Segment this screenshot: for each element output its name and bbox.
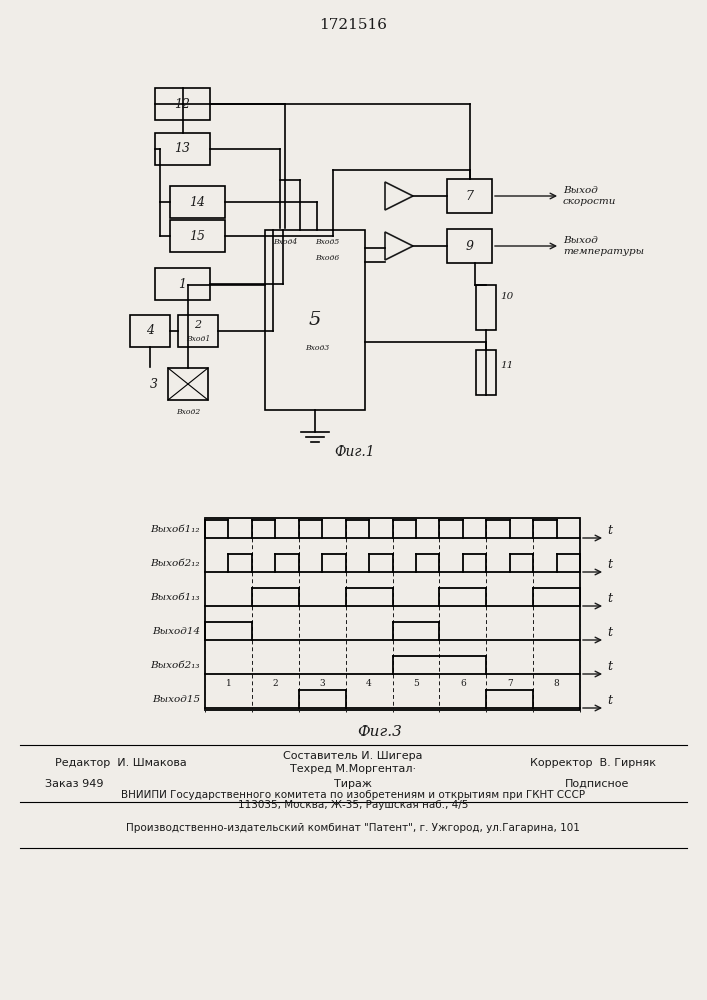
- Text: 4: 4: [366, 678, 372, 688]
- Text: Вход4: Вход4: [273, 238, 297, 246]
- Text: Вход2: Вход2: [176, 408, 200, 416]
- Bar: [170, 220, 225, 252]
- Bar: [155, 88, 210, 120]
- Text: t: t: [607, 626, 612, 640]
- Text: 3: 3: [320, 678, 325, 688]
- Text: Тираж: Тираж: [334, 779, 372, 789]
- Text: Вход3: Вход3: [305, 344, 329, 352]
- Text: Выход14: Выход14: [152, 626, 200, 636]
- Text: 2: 2: [194, 320, 201, 330]
- Text: Фиг.3: Фиг.3: [358, 725, 402, 739]
- Bar: [447, 229, 492, 263]
- Text: 15: 15: [189, 230, 206, 242]
- Text: 5: 5: [309, 311, 321, 329]
- Text: Фиг.1: Фиг.1: [334, 445, 375, 459]
- Bar: [447, 179, 492, 213]
- Text: Выход
скорости: Выход скорости: [563, 186, 617, 206]
- Text: 113035, Москва, Ж-35, Раушская наб., 4/5: 113035, Москва, Ж-35, Раушская наб., 4/5: [238, 800, 468, 810]
- Text: Редактор  И. Шмакова: Редактор И. Шмакова: [55, 758, 187, 768]
- Text: Техред М.Моргентал·: Техред М.Моргентал·: [290, 764, 416, 774]
- Text: 5: 5: [413, 678, 419, 688]
- Text: Выход
температуры: Выход температуры: [563, 236, 644, 256]
- Text: Вход6: Вход6: [315, 254, 339, 262]
- Text: 6: 6: [460, 678, 466, 688]
- Text: Подписное: Подписное: [565, 779, 629, 789]
- Text: 9: 9: [465, 239, 474, 252]
- Text: Составитель И. Шигера: Составитель И. Шигера: [284, 751, 423, 761]
- Text: 8: 8: [554, 678, 559, 688]
- Text: Вход5: Вход5: [315, 238, 339, 246]
- Text: 7: 7: [465, 190, 474, 202]
- Text: Заказ 949: Заказ 949: [45, 779, 103, 789]
- Bar: [130, 315, 170, 347]
- Text: 1: 1: [226, 678, 231, 688]
- Text: 7: 7: [507, 678, 513, 688]
- Text: t: t: [607, 558, 612, 572]
- Bar: [178, 315, 218, 347]
- Text: Вход1: Вход1: [186, 335, 210, 343]
- Text: 1721516: 1721516: [319, 18, 387, 32]
- Bar: [476, 285, 496, 330]
- Text: t: t: [607, 660, 612, 674]
- Text: ВНИИПИ Государственного комитета по изобретениям и открытиям при ГКНТ СССР: ВНИИПИ Государственного комитета по изоб…: [121, 790, 585, 800]
- Text: t: t: [607, 694, 612, 708]
- Text: 13: 13: [175, 142, 190, 155]
- Text: 2: 2: [272, 678, 278, 688]
- Text: 12: 12: [175, 98, 190, 110]
- Text: Выход15: Выход15: [152, 694, 200, 704]
- Text: Выхоб2₁₂: Выхоб2₁₂: [151, 558, 200, 568]
- Bar: [155, 268, 210, 300]
- Text: 4: 4: [146, 324, 154, 338]
- Bar: [168, 368, 208, 400]
- Text: t: t: [607, 524, 612, 538]
- Bar: [155, 133, 210, 165]
- Bar: [476, 350, 496, 395]
- Text: t: t: [607, 592, 612, 605]
- Text: 3: 3: [150, 377, 158, 390]
- Bar: [205, 518, 580, 710]
- Bar: [265, 230, 365, 410]
- Text: Выхоб2₁₃: Выхоб2₁₃: [151, 660, 200, 670]
- Text: Выхоб1₁₂: Выхоб1₁₂: [151, 524, 200, 534]
- Text: Выхоб1₁₃: Выхоб1₁₃: [151, 592, 200, 601]
- Text: Производственно-издательский комбинат "Патент", г. Ужгород, ул.Гагарина, 101: Производственно-издательский комбинат "П…: [126, 823, 580, 833]
- Bar: [170, 186, 225, 218]
- Text: 10: 10: [500, 292, 513, 301]
- Text: 11: 11: [500, 361, 513, 370]
- Text: 14: 14: [189, 196, 206, 209]
- Text: Корректор  В. Гирняк: Корректор В. Гирняк: [530, 758, 656, 768]
- Text: 1: 1: [178, 277, 187, 290]
